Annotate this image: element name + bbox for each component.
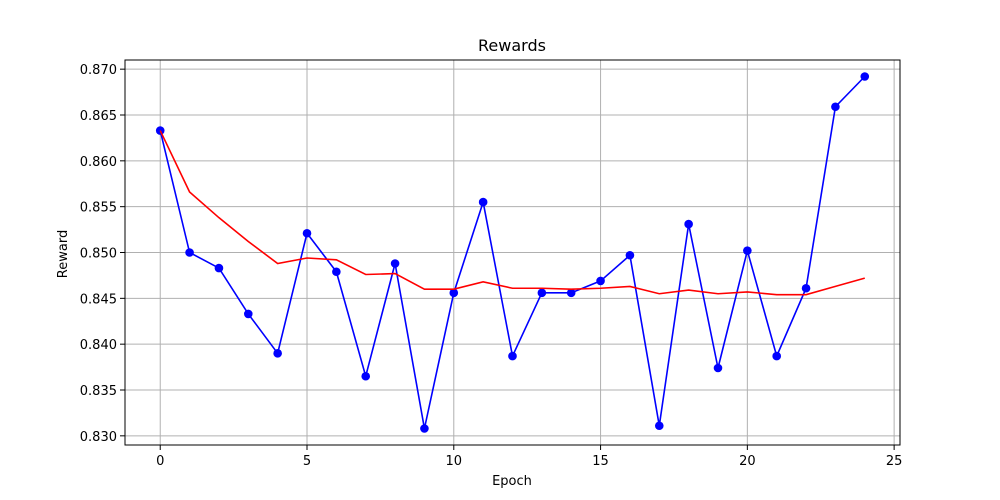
data-point: [831, 102, 840, 112]
data-point: [743, 246, 752, 255]
y-tick-label: 0.870: [80, 63, 117, 78]
y-tick-label: 0.850: [80, 247, 117, 262]
data-point: [860, 72, 870, 81]
data-point: [596, 276, 605, 286]
y-tick-label: 0.845: [80, 292, 117, 307]
data-point: [420, 424, 429, 433]
data-point: [332, 267, 341, 277]
x-tick-label: 25: [886, 454, 903, 469]
data-point: [478, 197, 488, 207]
y-tick-label: 0.860: [80, 155, 117, 170]
data-point: [713, 363, 723, 373]
data-point: [243, 309, 253, 319]
data-point: [772, 351, 782, 361]
data-point: [625, 250, 635, 260]
data-point: [801, 283, 811, 293]
data-point: [390, 259, 400, 268]
y-axis: 0.830 0.835 0.840 0.845 0.850 0.855 0.860 0.865…: [80, 63, 125, 445]
x-axis: 0 5 10 15 20 25: [156, 445, 902, 469]
x-axis-label: Epoch: [492, 474, 532, 489]
x-tick-label: 20: [739, 454, 756, 469]
y-tick-label: 0.855: [80, 201, 117, 216]
series-2: [159, 130, 865, 296]
x-tick-label: 5: [303, 454, 311, 469]
chart-title: Rewards: [478, 36, 546, 55]
data-point: [273, 349, 282, 358]
data-point: [654, 421, 664, 431]
y-tick-label: 0.830: [80, 430, 117, 445]
data-point: [302, 228, 312, 238]
data-point: [684, 219, 693, 229]
series-layer: [155, 72, 870, 433]
data-point: [449, 288, 459, 298]
x-tick-label: 0: [156, 454, 164, 469]
data-point: [566, 288, 576, 298]
data-point: [361, 371, 371, 381]
y-tick-label: 0.835: [80, 384, 117, 399]
y-axis-label: Reward: [56, 230, 71, 278]
y-tick-label: 0.840: [80, 338, 117, 353]
data-point: [185, 248, 194, 257]
x-tick-label: 10: [446, 454, 463, 469]
data-point: [537, 288, 547, 298]
data-point: [214, 263, 224, 273]
x-tick-label: 15: [592, 454, 609, 469]
y-tick-label: 0.865: [80, 109, 117, 124]
data-point: [508, 351, 517, 361]
series-1: [155, 72, 870, 433]
grid: [125, 60, 900, 445]
series-line: [159, 130, 865, 296]
